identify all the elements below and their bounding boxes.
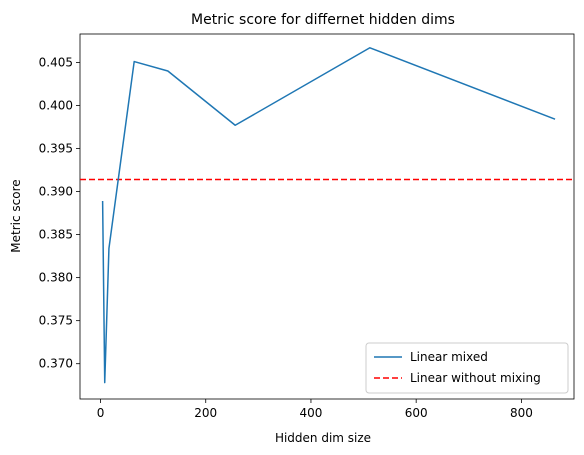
- legend-label-1: Linear without mixing: [410, 371, 541, 385]
- y-tick-label-3: 0.385: [39, 228, 73, 242]
- y-axis: 0.370 0.375 0.380 0.385 0.390 0.395 0.400 0.405: [39, 55, 80, 371]
- x-axis: 0 200 400 600 800: [97, 399, 533, 420]
- legend-label-0: Linear mixed: [410, 350, 488, 364]
- chart-title: Metric score for differnet hidden dims: [191, 12, 455, 28]
- plot-area: [79, 33, 575, 400]
- series-layer: [80, 47, 574, 384]
- x-tick-label-0: 0: [97, 406, 105, 420]
- x-tick-label-4: 800: [510, 406, 533, 420]
- y-tick-label-0: 0.370: [39, 357, 73, 371]
- y-tick-label-6: 0.400: [39, 98, 73, 112]
- x-tick-label-1: 200: [194, 406, 217, 420]
- x-tick-label-2: 400: [300, 406, 323, 420]
- y-axis-label: Metric score: [9, 179, 23, 252]
- y-tick-label-2: 0.380: [39, 271, 73, 285]
- y-tick-label-5: 0.395: [39, 141, 73, 155]
- y-tick-label-4: 0.390: [39, 185, 73, 199]
- legend-box: [365, 342, 569, 394]
- legend: Linear mixed Linear without mixing: [365, 342, 569, 394]
- x-axis-label: Hidden dim size: [275, 431, 371, 445]
- y-tick-label-1: 0.375: [39, 314, 73, 328]
- x-tick-label-3: 600: [405, 406, 428, 420]
- y-tick-label-7: 0.405: [39, 55, 73, 69]
- series-line-0: [101, 47, 556, 384]
